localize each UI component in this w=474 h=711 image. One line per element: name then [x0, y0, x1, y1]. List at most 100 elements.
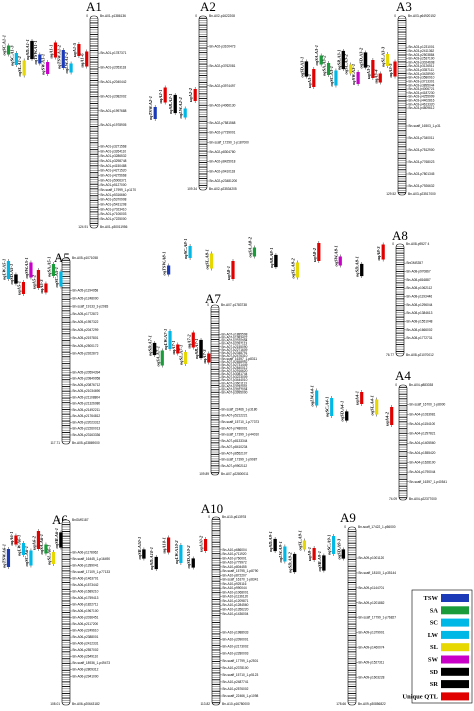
marker-bottom: Bn-A06-p20643182 [72, 702, 100, 706]
qtl-label: oqLW.A4-1 [310, 385, 315, 406]
qtl-oqlw-a9-1: oqLW.A9-1 [278, 541, 287, 564]
qtl-label: oqSR.A8-1 [269, 247, 274, 268]
qtl-label: oqSL.A9-1 [297, 530, 302, 550]
marker-label: Bn-scaff_16503_1-p31 [409, 124, 441, 128]
qtl-label: uqA8-2 [312, 247, 317, 262]
marker-label: Bn-A10-p1436004 [223, 612, 249, 616]
marker-top: Bn-scaff_17422_1-p56000 [358, 525, 396, 529]
marker-label: Bn-A06-p2412331 [73, 642, 99, 646]
chromosome-body [395, 243, 405, 357]
qtl-oqsl-a8-1: oqSL.A8-1 [205, 249, 214, 271]
qtl-oqsa-a6-1: oqSA.A6-1 [39, 534, 48, 556]
qtl-oqsc-a4-1: oqSC.A4-1 [325, 396, 334, 418]
qtl-bar [390, 407, 394, 425]
qtl-oqsr-a10-1: oqSR.A10-1 [137, 537, 146, 561]
marker-label: Bn-A05-p2922873 [73, 352, 99, 356]
marker-label: Bn-A01-p4150488 [101, 164, 127, 168]
qtl-oqlw-a4-1: oqLW.A4-1 [310, 385, 319, 408]
marker-bottom: Bn-A01-p30011956 [100, 225, 128, 229]
qtl-uqa7-2: uqA7-2 [186, 330, 195, 350]
qtl-label: uqA5-1 [16, 281, 21, 295]
qtl-bar [386, 54, 390, 66]
chromosome-a2: A20 Bn-A02-p1622208 109.34 Bn-A02-p23534205… [148, 0, 249, 191]
qtl-oqsl-a6-1: oqSL.A6-1 [46, 545, 56, 566]
position-start: 0 [395, 383, 397, 387]
marker-label: Bn-A10-p1068001 [223, 590, 249, 594]
qtl-label: oqSC.A9-1 [327, 534, 332, 555]
marker-label: Bn-A10-p2576002 [223, 687, 249, 691]
qtl-bar [338, 256, 342, 266]
qtl-oqsl-a3-2: oqSL.A3-2 [344, 54, 353, 76]
marker-label: Bn-A09-p1379901 [359, 631, 385, 635]
marker-label: Bn-A03-p4006721 [409, 87, 435, 91]
qtl-label: oqSA.A6-1 [39, 534, 44, 555]
marker-label: Bn-A01-p1787371 [101, 51, 127, 55]
marker-label: Bn-A04-p1154100 [410, 422, 436, 426]
qtl-bar [188, 246, 192, 258]
chromosome-title: A4 [395, 368, 411, 383]
qtl-bar [360, 263, 364, 277]
qtl-oqsr-a7-1: oqSR.A7-1 [194, 338, 203, 360]
qtl-bar [176, 344, 180, 354]
marker-label: Bn-A08-p816887 [407, 278, 431, 282]
marker-label: Bn-A03-p7926632 [409, 184, 435, 188]
position-end: 109.34 [187, 187, 197, 191]
qtl-oqlw-a5-1: oqLW.A5-1 [1, 259, 11, 281]
marker-label: Bn-A02-p9410118 [210, 169, 236, 173]
qtl-uqa1-5: uqA1-5 [72, 42, 81, 58]
legend-label: Unique QTL [402, 693, 438, 700]
marker-label: Bn-A03-p4809612 [409, 106, 435, 110]
qtl-label: oqSW.A3-1 [351, 64, 356, 85]
marker-label: Bn-A06-p2036451 [73, 616, 99, 620]
qtl-label: oqLW.A5-1 [1, 259, 6, 280]
legend-label: LW [428, 632, 439, 639]
marker-label: Bn-A01-p3298748 [101, 159, 127, 163]
qtl-label: oqSC.A1-1 [2, 35, 7, 56]
marker-label: Bn-scaff_22466_1-p1098 [223, 694, 259, 698]
qtl-bar [21, 282, 26, 294]
marker-label: Bn-A06-p1573442 [73, 583, 99, 587]
marker-label: Bn-A01-p3271568 [101, 144, 127, 148]
qtl-bar [360, 392, 364, 404]
chromosome-title: A1 [86, 0, 102, 14]
position-start: 0 [208, 515, 210, 519]
qtl-bar [341, 549, 346, 559]
qtl-oqsc-a9-1: oqSC.A9-1 [327, 534, 336, 556]
marker-label: Bn-A05-p2500172 [73, 344, 99, 348]
qtl-label: oqSA.A3-1 [314, 45, 319, 66]
chromosome-title: A10 [201, 501, 223, 516]
marker-label: Bn-A03-p4255999 [409, 95, 435, 99]
legend-swatch [441, 630, 469, 639]
marker-label: Bn-A08-p1666002 [407, 328, 433, 332]
chromosome-body [61, 257, 71, 445]
qtl-label: oqSL.A7-1 [179, 345, 184, 365]
qtl-label: oqSL.A4-1 [370, 395, 375, 415]
marker-label: Bn-A01-p2040442 [101, 80, 127, 84]
legend-item-sc: SC [430, 618, 469, 627]
qtl-uqa10-1: uqA10-1 [162, 535, 171, 555]
marker-label: Bn-scaff_18100_1-p35144 [359, 571, 397, 575]
qtl-label: uqA3-1 [307, 74, 312, 88]
marker-label: Bn-A03-p2503884 [409, 53, 435, 57]
legend-swatch [441, 680, 469, 689]
qtl-oqsl-a4-1: oqSL.A4-1 [370, 395, 379, 417]
marker-label: Bn-A03-p7801345 [409, 172, 435, 176]
qtl-oqsd-a10-1: oqSD.A10-1 [149, 547, 158, 571]
marker-label: Bn-A07-p2476310 [222, 354, 248, 358]
qtl-bar [274, 254, 278, 268]
marker-label: Bn-A05-p21108804 [73, 395, 101, 399]
qtl-bar [363, 52, 368, 68]
marker-label: Bn-A03-p7768023 [409, 160, 435, 164]
qtl-oqlw-a7-1: oqLW.A7-1 [163, 329, 172, 351]
qtl-oqtsw-a2-1: oqTSW.A2-1 [148, 96, 157, 121]
legend-swatch [441, 655, 469, 664]
qtl-label: uqA1-1 [48, 44, 53, 58]
qtl-bar [203, 539, 208, 551]
chromosome-a4: A40 Bn-A04-p883038 74.09 Bn-A04-p22377000 Bn… [310, 368, 448, 501]
qtl-bar [231, 261, 235, 279]
marker-label: Bn-A06-p1759413 [73, 596, 99, 600]
legend-item-unique-qtl: Unique QTL [402, 692, 469, 701]
marker-label: Bn-A08-p970867 [407, 269, 431, 273]
marker-label: Bn-A01-p1997688 [101, 109, 127, 113]
